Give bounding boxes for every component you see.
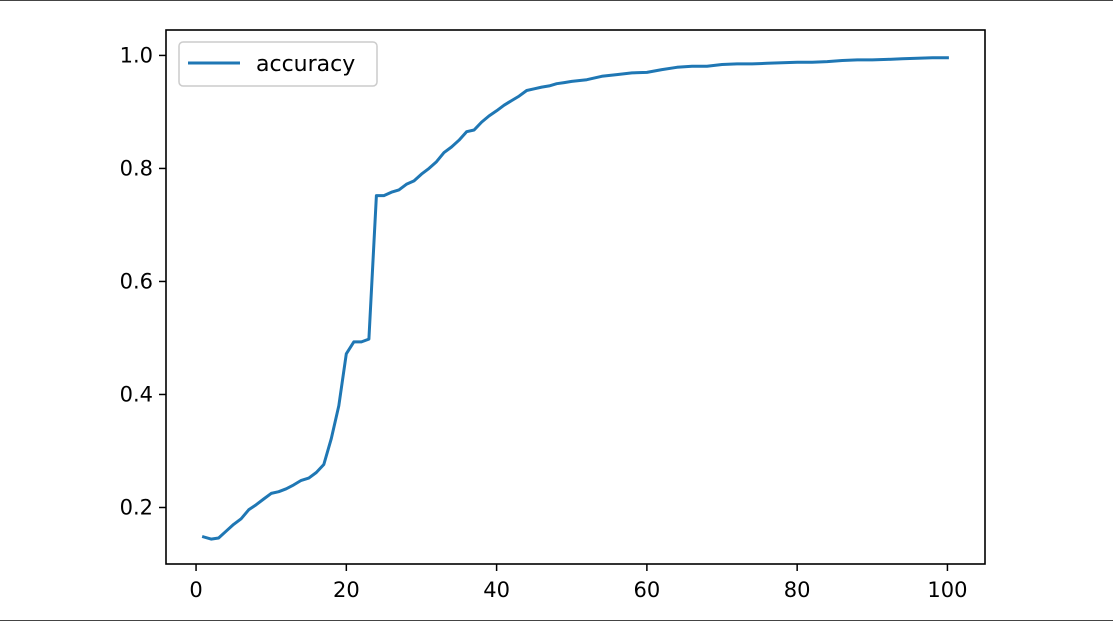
y-tick-label: 1.0: [120, 43, 153, 67]
y-tick-label: 0.2: [120, 495, 153, 519]
legend-box: [178, 41, 378, 87]
legend: accuracy: [178, 41, 378, 87]
x-tick-label: 0: [189, 578, 202, 602]
x-tick-label: 40: [483, 578, 510, 602]
x-tick-label: 20: [333, 578, 360, 602]
top-border: [0, 0, 1113, 1]
legend-label-accuracy: accuracy: [256, 52, 355, 77]
x-tick-label: 100: [927, 578, 967, 602]
x-tick-label: 80: [784, 578, 811, 602]
series-layer: [201, 56, 949, 541]
x-tick-label: 60: [634, 578, 661, 602]
plot-area-frame: [165, 29, 986, 565]
y-tick-label: 0.8: [120, 156, 153, 180]
y-tick-label: 0.4: [120, 382, 153, 406]
y-tick-label: 0.6: [120, 269, 153, 293]
tick-layer: 0 20 40 60 80 100 0.2 0.4 0.6 0.8 1.0: [120, 43, 968, 602]
series-line-accuracy: [201, 56, 949, 541]
